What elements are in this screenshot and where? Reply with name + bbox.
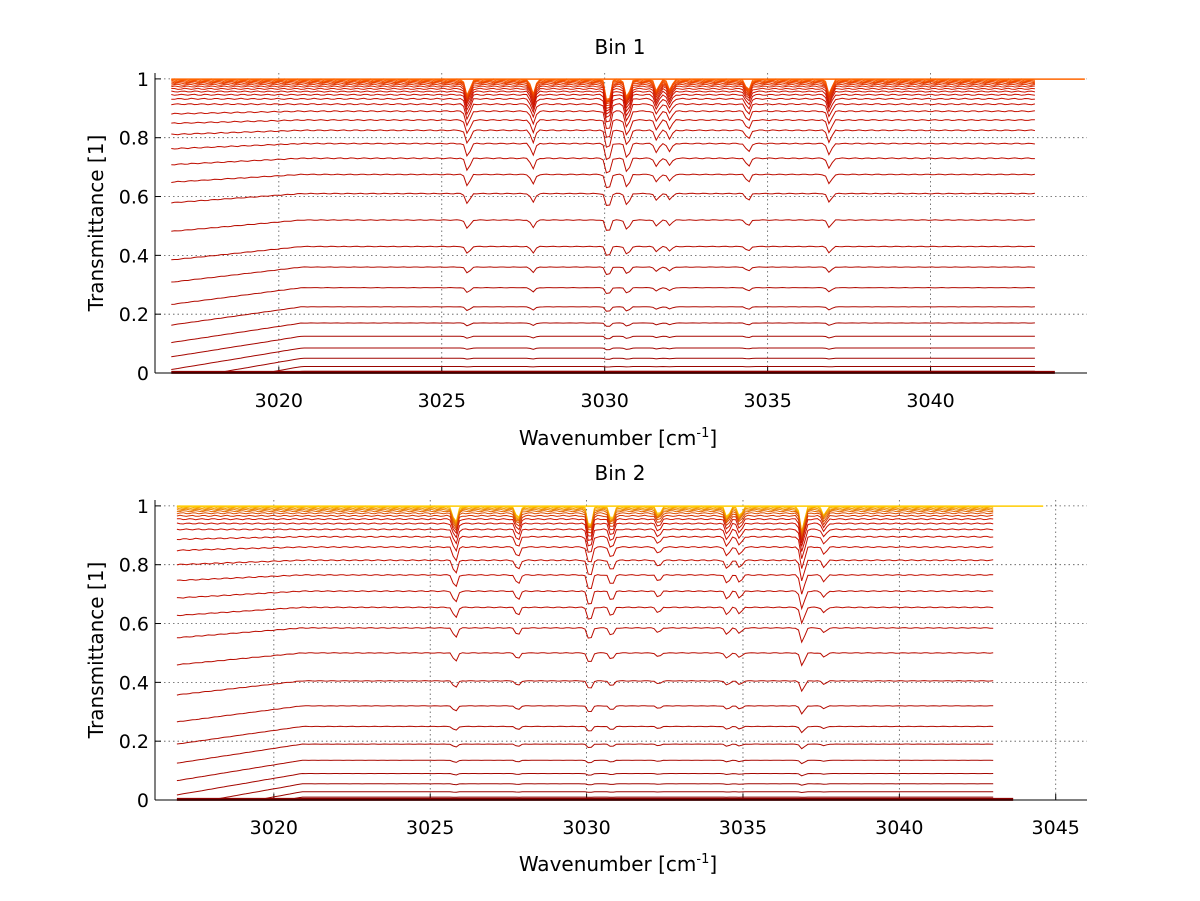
spectrum-series-line bbox=[171, 82, 1035, 104]
spectrum-series-line bbox=[171, 90, 1036, 112]
spectrum-series-line bbox=[176, 535, 994, 559]
grid-lines bbox=[155, 73, 1087, 374]
spectrum-series-line bbox=[171, 87, 1035, 109]
spectrum-series-line bbox=[176, 725, 994, 745]
spectrum-series-line bbox=[171, 93, 1035, 115]
spectrum-series-line bbox=[176, 512, 994, 538]
x-tick-label: 3035 bbox=[719, 817, 767, 839]
y-tick-label: 0.4 bbox=[119, 672, 149, 694]
x-tick-labels: 3020 3025 3030 3035 3040 bbox=[255, 390, 955, 412]
x-tick-label: 3020 bbox=[250, 817, 298, 839]
axes bbox=[154, 73, 1087, 374]
x-tick-label: 3020 bbox=[255, 390, 303, 412]
y-tick-label: 0.8 bbox=[119, 128, 149, 150]
grid-lines bbox=[155, 500, 1087, 801]
spectrum-series-line bbox=[171, 357, 1035, 374]
spectrum-series-line bbox=[176, 590, 994, 611]
spectrum-series-line bbox=[176, 791, 994, 801]
x-tick-label: 3025 bbox=[406, 817, 454, 839]
spectrum-series-line bbox=[171, 322, 1035, 344]
spectrum-series-line bbox=[171, 79, 1035, 102]
spectrum-series-line bbox=[176, 772, 994, 796]
spectrum-series-line bbox=[171, 103, 1036, 123]
y-tick-labels: 0 0.2 0.4 0.6 0.8 1 bbox=[119, 69, 149, 385]
spectrum-series-line bbox=[176, 606, 994, 625]
spectrum-series-line bbox=[171, 129, 1036, 148]
y-tick-label: 0.6 bbox=[119, 614, 149, 636]
spectrum-series-line bbox=[171, 110, 1035, 130]
chart-title: Bin 1 bbox=[594, 35, 645, 59]
spectrum-series-line bbox=[176, 759, 994, 782]
spectrum-series-line bbox=[171, 365, 1035, 374]
x-tick-label: 3030 bbox=[562, 817, 610, 839]
x-tick-labels: 3020 3025 3030 3035 3040 3045 bbox=[250, 817, 1080, 839]
x-tick-label: 3040 bbox=[875, 817, 923, 839]
chart-panel-bin-2: Bin 2 3020 3025 3030 3035 3040 3045 0 0.2 0.4 0.… bbox=[84, 461, 1087, 876]
spectrum-series-line bbox=[171, 85, 1035, 107]
spectrum-series-line bbox=[176, 627, 994, 644]
y-axis-label: Transmittance [1] bbox=[84, 135, 108, 313]
spectrum-series-line bbox=[171, 219, 1035, 232]
spectrum-series-line bbox=[171, 347, 1035, 370]
spectrum-series-line bbox=[176, 506, 994, 533]
spectrum-series-line bbox=[176, 528, 994, 552]
x-tick-label: 3030 bbox=[581, 390, 629, 412]
spectrum-series-line bbox=[171, 306, 1035, 326]
spectrum-series-line bbox=[176, 743, 994, 764]
plot-area bbox=[171, 78, 1085, 374]
spectrum-series-line bbox=[176, 546, 994, 569]
spectrum-series-line bbox=[176, 680, 994, 696]
x-axis-label: Wavenumber [cm-1] bbox=[519, 852, 717, 876]
spectrum-series-line bbox=[171, 80, 1035, 103]
chart-title: Bin 2 bbox=[594, 461, 645, 485]
y-tick-labels: 0 0.2 0.4 0.6 0.8 1 bbox=[119, 496, 149, 812]
spectrum-series-line bbox=[176, 507, 994, 533]
spectrum-series-line bbox=[176, 514, 994, 541]
axes bbox=[154, 500, 1087, 801]
spectrum-series-line bbox=[176, 510, 994, 536]
spectrum-series-line bbox=[171, 83, 1036, 105]
spectrum-series-line bbox=[171, 80, 1036, 103]
spectrum-series-line bbox=[171, 335, 1035, 358]
spectrum-series-line bbox=[176, 518, 994, 544]
spectrum-series-line bbox=[176, 559, 994, 582]
spectrum-series-line bbox=[171, 266, 1035, 283]
spectrum-series-line bbox=[176, 508, 994, 534]
spectrum-series-line bbox=[171, 157, 1035, 174]
y-tick-label: 0.4 bbox=[119, 245, 149, 267]
y-axis-label: Transmittance [1] bbox=[84, 562, 108, 740]
spectrum-series-line bbox=[176, 652, 994, 667]
plot-area bbox=[176, 505, 1044, 801]
spectrum-series-line bbox=[171, 286, 1035, 305]
spectrum-series-line bbox=[176, 796, 994, 801]
spectrum-series-line bbox=[171, 142, 1035, 161]
spectrum-series-line bbox=[176, 783, 994, 801]
x-tick-label: 3045 bbox=[1032, 817, 1080, 839]
spectrum-series-line bbox=[171, 97, 1035, 119]
y-tick-label: 1 bbox=[137, 496, 149, 518]
y-tick-label: 0.8 bbox=[119, 555, 149, 577]
x-tick-label: 3040 bbox=[906, 390, 954, 412]
y-tick-label: 0.2 bbox=[119, 731, 149, 753]
x-tick-label: 3035 bbox=[743, 390, 791, 412]
spectrum-series-line bbox=[171, 192, 1035, 206]
x-tick-label: 3025 bbox=[418, 390, 466, 412]
spectrum-series-line bbox=[176, 522, 994, 547]
spectrum-series-line bbox=[171, 173, 1035, 189]
spectrum-series-line bbox=[176, 574, 994, 595]
y-tick-label: 1 bbox=[137, 69, 149, 91]
spectrum-series-line bbox=[171, 245, 1035, 261]
chart-panel-bin-1: Bin 1 3020 3025 3030 3035 3040 0 0.2 0.4 0.6 0.8… bbox=[84, 35, 1087, 450]
x-axis-label: Wavenumber [cm-1] bbox=[519, 426, 717, 450]
y-tick-label: 0 bbox=[137, 363, 149, 385]
y-tick-label: 0.2 bbox=[119, 304, 149, 326]
y-tick-label: 0 bbox=[137, 790, 149, 812]
y-tick-label: 0.6 bbox=[119, 187, 149, 209]
spectrum-series-line bbox=[171, 119, 1035, 138]
spectrum-series-line bbox=[176, 705, 994, 723]
